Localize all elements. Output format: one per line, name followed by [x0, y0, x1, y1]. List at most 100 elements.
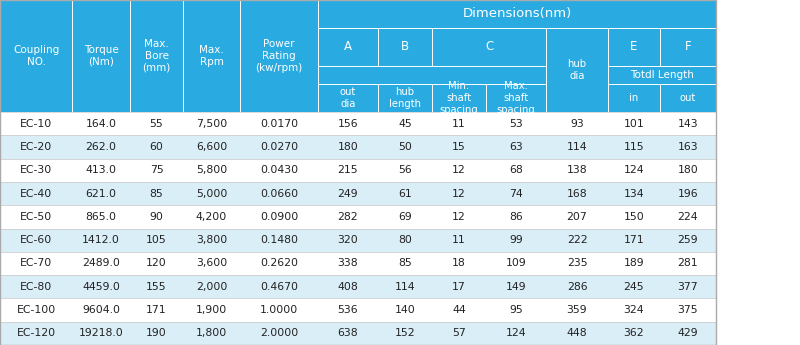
Text: 168: 168 — [566, 189, 587, 199]
Text: B: B — [401, 40, 409, 53]
Bar — [0, 322, 716, 345]
Text: Dimensions(nm): Dimensions(nm) — [462, 8, 572, 20]
Text: 138: 138 — [566, 165, 587, 175]
Text: out
dia: out dia — [340, 87, 356, 109]
Text: 60: 60 — [150, 142, 163, 152]
Bar — [432, 28, 546, 66]
Text: 0.4670: 0.4670 — [260, 282, 298, 292]
Text: 150: 150 — [624, 212, 644, 222]
Bar — [378, 84, 432, 112]
Text: 429: 429 — [678, 328, 698, 338]
Bar — [318, 0, 716, 28]
Text: 286: 286 — [566, 282, 587, 292]
Bar — [608, 84, 660, 112]
Text: 56: 56 — [398, 165, 412, 175]
Text: 85: 85 — [150, 189, 163, 199]
Text: EC-120: EC-120 — [17, 328, 55, 338]
Text: 140: 140 — [394, 305, 415, 315]
Text: 207: 207 — [566, 212, 587, 222]
Text: in: in — [630, 93, 638, 103]
Bar — [130, 0, 183, 112]
Text: 152: 152 — [394, 328, 415, 338]
Text: 50: 50 — [398, 142, 412, 152]
Text: 3,800: 3,800 — [196, 235, 227, 245]
Bar — [0, 112, 716, 135]
Text: 1,900: 1,900 — [196, 305, 227, 315]
Text: C: C — [485, 40, 493, 53]
Bar — [183, 0, 240, 112]
Text: 57: 57 — [452, 328, 466, 338]
Text: Torque
(Nm): Torque (Nm) — [84, 45, 118, 67]
Text: 2,000: 2,000 — [196, 282, 227, 292]
Bar — [0, 0, 72, 112]
Text: 413.0: 413.0 — [86, 165, 117, 175]
Text: 2489.0: 2489.0 — [82, 258, 120, 268]
Text: 338: 338 — [338, 258, 358, 268]
Bar — [0, 0, 716, 345]
Text: E: E — [630, 40, 638, 53]
Text: 249: 249 — [338, 189, 358, 199]
Text: 95: 95 — [509, 305, 523, 315]
Text: 163: 163 — [678, 142, 698, 152]
Text: 99: 99 — [509, 235, 523, 245]
Text: 281: 281 — [678, 258, 698, 268]
Text: EC-10: EC-10 — [20, 119, 52, 129]
Text: 0.0660: 0.0660 — [260, 189, 298, 199]
Text: 0.0270: 0.0270 — [260, 142, 298, 152]
Bar — [660, 28, 716, 66]
Text: 114: 114 — [394, 282, 415, 292]
Text: 4459.0: 4459.0 — [82, 282, 120, 292]
Text: Totdl Length: Totdl Length — [630, 70, 694, 80]
Text: 359: 359 — [566, 305, 587, 315]
Text: 865.0: 865.0 — [86, 212, 117, 222]
Text: 85: 85 — [398, 258, 412, 268]
Text: 4,200: 4,200 — [196, 212, 227, 222]
Text: 124: 124 — [624, 165, 644, 175]
Text: 109: 109 — [506, 258, 526, 268]
Text: 320: 320 — [338, 235, 358, 245]
Text: hub
dia: hub dia — [567, 59, 586, 81]
Text: 0.2620: 0.2620 — [260, 258, 298, 268]
Text: 164.0: 164.0 — [86, 119, 117, 129]
Text: 408: 408 — [338, 282, 358, 292]
Text: 9604.0: 9604.0 — [82, 305, 120, 315]
Text: 171: 171 — [624, 235, 644, 245]
Text: 156: 156 — [338, 119, 358, 129]
Text: 11: 11 — [452, 235, 466, 245]
Text: 245: 245 — [624, 282, 644, 292]
Text: 45: 45 — [398, 119, 412, 129]
Text: 69: 69 — [398, 212, 412, 222]
Text: 19218.0: 19218.0 — [78, 328, 123, 338]
Text: 621.0: 621.0 — [86, 189, 117, 199]
Text: 324: 324 — [624, 305, 644, 315]
Bar — [0, 0, 716, 112]
Text: EC-60: EC-60 — [20, 235, 52, 245]
Text: 5,800: 5,800 — [196, 165, 227, 175]
Text: 63: 63 — [509, 142, 523, 152]
Text: 171: 171 — [146, 305, 167, 315]
Bar — [72, 0, 130, 112]
Text: 448: 448 — [566, 328, 587, 338]
Bar — [0, 298, 716, 322]
Text: 44: 44 — [452, 305, 466, 315]
Bar — [608, 28, 660, 66]
Bar — [546, 28, 608, 112]
Text: 11: 11 — [452, 119, 466, 129]
Bar — [0, 205, 716, 228]
Text: 18: 18 — [452, 258, 466, 268]
Text: 0.1480: 0.1480 — [260, 235, 298, 245]
Text: EC-20: EC-20 — [20, 142, 52, 152]
Text: 0.0900: 0.0900 — [260, 212, 298, 222]
Text: 6,600: 6,600 — [196, 142, 227, 152]
Text: 80: 80 — [398, 235, 412, 245]
Text: 75: 75 — [150, 165, 163, 175]
Text: 0.0170: 0.0170 — [260, 119, 298, 129]
Bar — [0, 252, 716, 275]
Bar — [660, 84, 716, 112]
Text: 7,500: 7,500 — [196, 119, 227, 129]
Text: 90: 90 — [150, 212, 163, 222]
Text: 53: 53 — [509, 119, 523, 129]
Text: 222: 222 — [566, 235, 587, 245]
Text: 224: 224 — [678, 212, 698, 222]
Text: 105: 105 — [146, 235, 167, 245]
